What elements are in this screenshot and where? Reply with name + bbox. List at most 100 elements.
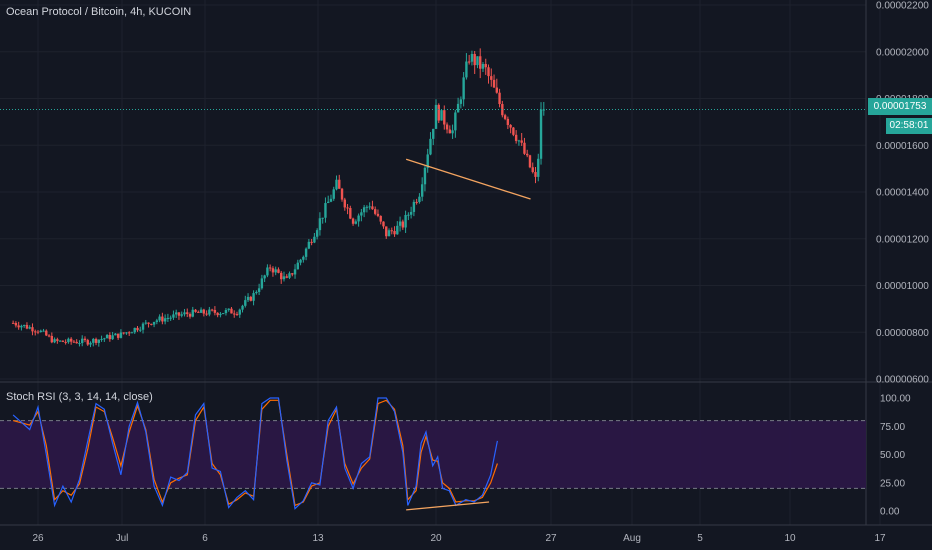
candle-body	[531, 167, 534, 173]
candle-body	[440, 110, 443, 121]
candle-body	[368, 206, 371, 208]
bar-countdown-badge: 02:58:01	[886, 118, 932, 134]
candle-body	[506, 118, 510, 125]
candle-body	[280, 272, 283, 280]
candle-body	[213, 309, 217, 313]
candle-body	[401, 221, 405, 228]
candle-body	[357, 215, 360, 222]
candle-body	[514, 134, 518, 141]
candle-body	[390, 230, 393, 232]
candle-body	[351, 218, 355, 224]
candle-body	[69, 338, 73, 342]
candle-body	[252, 293, 255, 301]
candle-body	[136, 327, 139, 331]
candle-body	[307, 241, 311, 249]
candle-body	[11, 322, 15, 324]
candle-body	[172, 314, 175, 318]
time-tick-label: 6	[202, 533, 208, 544]
candle-body	[31, 327, 34, 332]
candle-body	[152, 321, 156, 325]
candle-body	[304, 248, 308, 257]
rsi-trendline	[406, 501, 490, 511]
candle-body	[163, 318, 167, 322]
candle-body	[385, 226, 388, 237]
candle-body	[454, 112, 457, 131]
candle-body	[537, 158, 540, 177]
candle-body	[210, 309, 214, 311]
candles-group	[11, 48, 545, 348]
candle-body	[302, 256, 305, 260]
candle-body	[387, 230, 391, 237]
candle-body	[509, 124, 512, 128]
candle-body	[17, 325, 20, 328]
candle-body	[315, 230, 319, 237]
candle-body	[277, 269, 280, 273]
candle-body	[233, 313, 236, 315]
candle-body	[481, 64, 485, 69]
candle-body	[208, 309, 211, 315]
candle-body	[534, 172, 537, 177]
candle-body	[199, 309, 203, 313]
candle-body	[318, 218, 322, 231]
candle-body	[20, 325, 23, 328]
candle-body	[426, 154, 429, 168]
price-tick-label: 0.00002000	[876, 47, 929, 58]
candle-body	[28, 327, 31, 329]
candle-body	[484, 64, 487, 68]
rsi-tick-label: 0.00	[880, 507, 900, 518]
candle-body	[465, 61, 468, 78]
candle-body	[155, 320, 159, 322]
time-tick-label: 13	[312, 533, 324, 544]
candle-body	[324, 202, 327, 218]
candle-body	[249, 296, 253, 301]
candle-body	[376, 213, 380, 216]
candle-body	[194, 309, 197, 312]
candle-body	[39, 330, 42, 332]
candle-body	[238, 309, 241, 315]
candle-body	[53, 339, 56, 343]
candle-body	[45, 330, 48, 336]
candle-body	[274, 269, 277, 273]
candle-body	[144, 322, 147, 324]
candle-body	[501, 104, 504, 116]
candle-body	[412, 201, 416, 212]
candle-body	[299, 259, 302, 263]
candle-body	[523, 142, 526, 154]
candle-body	[432, 128, 435, 139]
candle-body	[191, 309, 194, 317]
indicator-title: Stoch RSI (3, 3, 14, 14, close)	[6, 391, 153, 403]
candle-body	[335, 179, 338, 190]
candle-body	[451, 130, 454, 134]
candle-body	[78, 343, 81, 345]
candle-body	[183, 312, 186, 315]
candle-body	[255, 291, 258, 294]
candle-body	[139, 329, 142, 331]
candle-body	[186, 312, 189, 314]
candle-body	[36, 331, 40, 333]
candle-body	[75, 341, 78, 344]
candle-body	[520, 140, 523, 143]
candle-body	[119, 332, 123, 338]
candle-body	[282, 276, 286, 280]
candle-body	[61, 340, 65, 342]
candle-body	[503, 115, 507, 119]
candle-body	[373, 209, 377, 214]
candle-body	[94, 338, 98, 343]
candle-body	[329, 198, 333, 202]
candle-body	[197, 311, 200, 313]
candle-body	[332, 189, 335, 199]
rsi-band	[0, 420, 866, 489]
price-tick-label: 0.00000600	[876, 375, 929, 386]
candle-body	[116, 333, 120, 338]
candle-body	[125, 332, 128, 334]
candle-body	[241, 305, 244, 310]
candle-body	[180, 314, 183, 316]
candle-body	[456, 103, 460, 113]
candle-body	[128, 332, 131, 334]
time-tick-label: 5	[697, 533, 703, 544]
candle-body	[81, 338, 84, 344]
candle-body	[271, 268, 275, 273]
price-tick-label: 0.00001400	[876, 188, 929, 199]
candle-body	[340, 188, 344, 200]
